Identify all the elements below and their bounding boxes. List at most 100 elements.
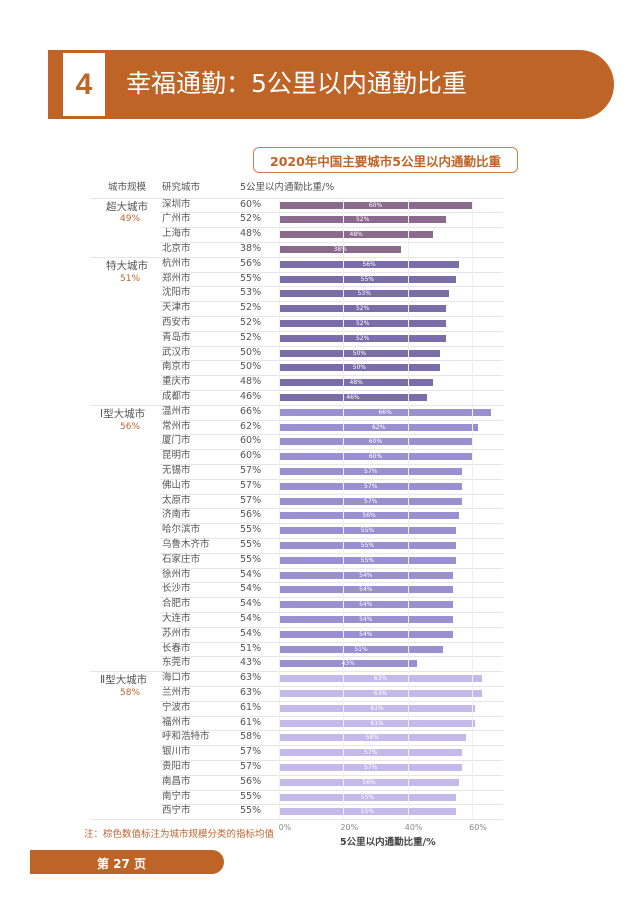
row-separator: [160, 434, 503, 436]
city-name: 上海市: [162, 228, 191, 240]
bar: 63%: [279, 690, 482, 697]
bar: 52%: [279, 305, 447, 313]
value-label: 55%: [240, 553, 262, 565]
table-row: 福州市 61% 61%: [0, 715, 640, 731]
row-separator: [160, 360, 503, 362]
grid-line: [407, 197, 409, 820]
city-name: 无锡市: [162, 465, 191, 476]
x-tick-label: 40%: [404, 823, 423, 832]
city-name: 厦门市: [162, 435, 191, 447]
city-name: 昆明市: [162, 450, 191, 462]
row-separator: [160, 597, 503, 599]
value-label: 63%: [240, 687, 262, 698]
bar: 50%: [279, 364, 440, 372]
city-name: 苏州市: [162, 627, 191, 639]
table-row: 成都市 46% 46%: [0, 390, 640, 405]
bar: 56%: [279, 778, 460, 786]
city-name: 太原市: [162, 494, 191, 506]
value-label: 56%: [240, 509, 262, 521]
section-title: 幸福通勤：5公里以内通勤比重: [126, 69, 467, 98]
row-separator: [160, 656, 503, 658]
bar: 61%: [279, 719, 476, 727]
table-row: 西宁市 55% 55%: [0, 804, 640, 819]
table-row: 青岛市 52% 52%: [0, 330, 640, 346]
value-label: 55%: [240, 539, 262, 550]
row-separator: [160, 804, 503, 806]
x-tick-label: 60%: [469, 823, 487, 832]
bar: 63%: [279, 675, 482, 683]
group-name: Ⅱ型大城市: [100, 674, 148, 687]
bar: 66%: [279, 408, 492, 416]
row-separator: [160, 745, 503, 747]
value-label: 46%: [240, 391, 262, 402]
city-name: 西安市: [162, 317, 191, 328]
table-row: 北京市 38% 38%: [0, 242, 640, 257]
value-label: 52%: [240, 302, 262, 314]
city-name: 哈尔滨市: [162, 524, 201, 536]
table-row: 杭州市 56% 56%: [0, 257, 640, 272]
value-label: 43%: [240, 657, 262, 669]
row-separator: [160, 567, 503, 569]
row-separator: [160, 375, 503, 377]
grid-line: [279, 197, 280, 820]
section-number: 4: [63, 53, 105, 116]
city-name: 长春市: [162, 642, 191, 654]
row-separator: [160, 730, 503, 732]
bar: 62%: [279, 423, 479, 431]
bar: 54%: [279, 601, 453, 609]
city-name: 青岛市: [162, 331, 191, 343]
value-label: 60%: [240, 198, 262, 210]
row-separator: [160, 582, 503, 584]
row-separator: [160, 700, 503, 702]
bar: 56%: [279, 260, 460, 268]
city-name: 海口市: [162, 672, 191, 684]
row-separator: [160, 345, 503, 347]
table-row: 郑州市 55% 55%: [0, 271, 640, 287]
table-row: 银川市 57% 57%: [0, 745, 640, 760]
value-label: 57%: [240, 746, 262, 758]
group-average: 49%: [120, 214, 141, 225]
bar: 56%: [279, 512, 460, 520]
city-name: 贵阳市: [162, 761, 191, 772]
table-row: 天津市 52% 52%: [0, 301, 640, 316]
group-average: 58%: [120, 688, 141, 698]
table-row: 苏州市 54% 54%: [0, 626, 640, 642]
bar: 61%: [279, 704, 476, 712]
value-label: 52%: [240, 331, 262, 343]
city-name: 深圳市: [162, 198, 191, 210]
city-name: 长沙市: [162, 583, 191, 595]
table-row: 大连市 54% 54%: [0, 612, 640, 627]
bar: 54%: [279, 571, 453, 579]
city-name: 南昌市: [162, 775, 191, 787]
table-row: 温州市 66% 66%: [0, 405, 640, 420]
bar: 48%: [279, 379, 434, 387]
table-row: 南宁市 55% 55%: [0, 789, 640, 805]
city-name: 温州市: [162, 405, 191, 417]
group-separator: [90, 671, 503, 673]
bar: 52%: [279, 320, 447, 327]
table-row: 长沙市 54% 54%: [0, 582, 640, 597]
value-label: 57%: [240, 761, 262, 772]
value-label: 61%: [240, 701, 262, 713]
table-row: 济南市 56% 56%: [0, 508, 640, 523]
row-separator: [160, 330, 503, 332]
bar: 55%: [279, 556, 456, 564]
bar: 50%: [279, 349, 440, 357]
table-row: 南京市 50% 50%: [0, 360, 640, 375]
bar: 54%: [279, 630, 453, 638]
value-label: 54%: [240, 613, 262, 624]
value-label: 56%: [240, 257, 262, 269]
row-separator: [160, 390, 503, 391]
table-row: 合肥市 54% 54%: [0, 597, 640, 612]
city-name: 西宁市: [162, 805, 191, 817]
table-row: 乌鲁木齐市 55% 55%: [0, 538, 640, 553]
value-label: 60%: [240, 435, 262, 447]
value-label: 55%: [240, 272, 262, 284]
value-label: 54%: [240, 627, 262, 639]
city-name: 佛山市: [162, 479, 191, 491]
city-name: 宁波市: [162, 701, 191, 713]
value-label: 50%: [240, 361, 262, 373]
bar: 54%: [279, 616, 453, 623]
city-name: 兰州市: [162, 687, 191, 698]
value-label: 38%: [240, 243, 262, 254]
